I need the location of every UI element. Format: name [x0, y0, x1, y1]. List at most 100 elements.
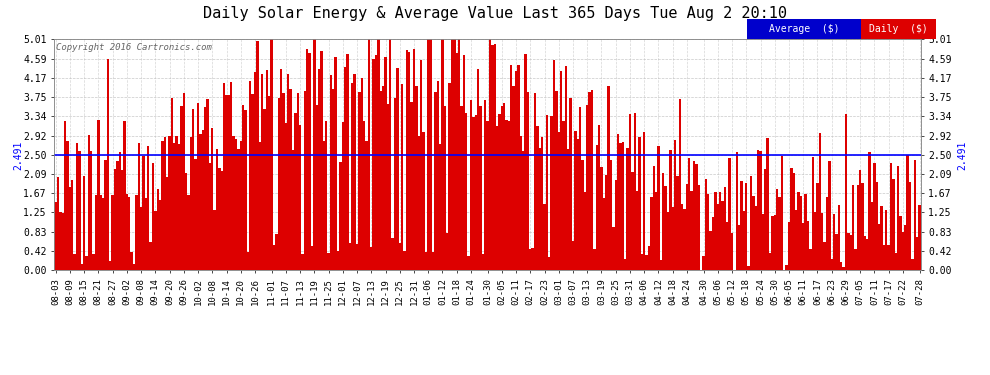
Bar	[455, 53, 458, 270]
Bar	[68, 187, 71, 270]
Bar	[807, 222, 809, 270]
Bar	[151, 164, 154, 270]
Bar	[328, 253, 330, 270]
Bar	[666, 211, 669, 270]
Bar	[552, 60, 555, 270]
Bar	[287, 74, 289, 270]
Bar	[836, 234, 838, 270]
Bar	[771, 216, 773, 270]
Bar	[805, 194, 807, 270]
Bar	[178, 144, 180, 270]
Bar	[778, 197, 781, 270]
Bar	[747, 266, 749, 270]
Bar	[880, 206, 883, 270]
Bar	[745, 183, 747, 270]
Bar	[567, 149, 569, 270]
Bar	[154, 211, 156, 270]
Bar	[892, 179, 895, 270]
Bar	[712, 217, 714, 270]
Bar	[539, 148, 541, 270]
Bar	[430, 39, 432, 270]
Bar	[652, 166, 655, 270]
Bar	[736, 152, 738, 270]
Bar	[253, 72, 256, 270]
Bar	[168, 136, 170, 270]
Bar	[230, 82, 233, 270]
Bar	[574, 131, 576, 270]
Bar	[916, 237, 919, 270]
Bar	[411, 102, 413, 270]
Bar	[838, 205, 840, 270]
Bar	[849, 235, 851, 270]
Bar	[242, 105, 245, 270]
Bar	[280, 69, 282, 270]
Bar	[88, 135, 90, 270]
Bar	[705, 179, 707, 270]
Bar	[833, 214, 836, 270]
Bar	[432, 252, 435, 270]
Bar	[391, 238, 394, 270]
Bar	[482, 254, 484, 270]
Bar	[104, 160, 107, 270]
Bar	[102, 198, 104, 270]
Bar	[717, 204, 719, 270]
Bar	[268, 96, 270, 270]
Bar	[863, 236, 866, 270]
Bar	[859, 170, 861, 270]
Bar	[126, 194, 128, 270]
Bar	[282, 93, 285, 270]
Bar	[59, 212, 61, 270]
Bar	[420, 60, 423, 270]
Bar	[617, 134, 620, 270]
Bar	[467, 256, 470, 270]
Bar	[66, 141, 68, 270]
Bar	[325, 121, 328, 270]
Bar	[674, 140, 676, 270]
Bar	[603, 198, 605, 270]
Bar	[313, 39, 316, 270]
Bar	[722, 201, 724, 270]
Bar	[757, 150, 759, 270]
Bar	[462, 55, 465, 270]
Bar	[586, 105, 588, 270]
Bar	[809, 249, 812, 270]
Bar	[453, 39, 455, 270]
Bar	[470, 100, 472, 270]
Bar	[714, 192, 717, 270]
Bar	[671, 207, 674, 270]
Bar	[318, 69, 320, 270]
Bar	[273, 245, 275, 270]
Bar	[458, 39, 460, 270]
Bar	[702, 256, 705, 270]
Bar	[875, 182, 878, 270]
Bar	[484, 100, 486, 270]
Bar	[439, 144, 442, 270]
Bar	[199, 134, 202, 270]
Bar	[221, 171, 223, 270]
Bar	[678, 99, 681, 270]
Bar	[355, 244, 358, 270]
Bar	[182, 93, 185, 270]
Bar	[235, 139, 238, 270]
Bar	[214, 210, 216, 270]
Bar	[584, 192, 586, 270]
Bar	[676, 176, 678, 270]
Bar	[647, 246, 650, 270]
Bar	[688, 158, 690, 270]
Bar	[337, 251, 340, 270]
Bar	[403, 251, 406, 270]
Bar	[97, 120, 100, 270]
Bar	[738, 225, 741, 270]
Bar	[442, 39, 444, 270]
Bar	[370, 247, 372, 270]
Bar	[71, 180, 73, 270]
Bar	[382, 86, 384, 270]
Bar	[187, 195, 190, 270]
Bar	[503, 103, 505, 270]
Bar	[761, 214, 764, 270]
Bar	[379, 91, 382, 270]
Bar	[448, 83, 450, 270]
Bar	[741, 180, 742, 270]
Bar	[655, 192, 657, 270]
Bar	[790, 168, 793, 270]
